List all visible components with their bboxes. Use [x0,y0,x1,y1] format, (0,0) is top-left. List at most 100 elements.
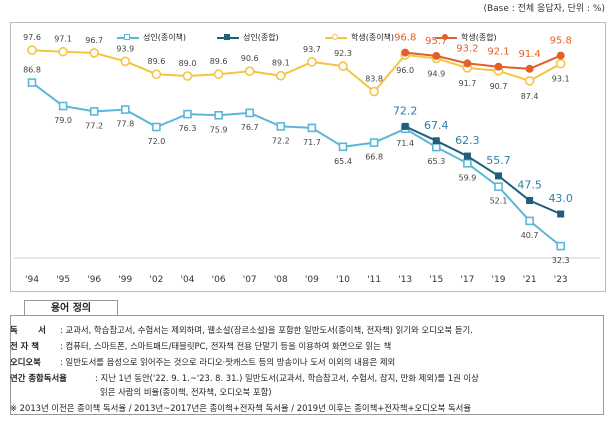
data-point-student_paper [275,70,286,81]
data-label-student_paper: 90.6 [241,54,259,63]
data-label-student_paper: 93.7 [303,45,321,54]
data-label-adult_total: 43.0 [548,192,573,205]
data-point-adult_paper [152,122,161,132]
data-point-adult_paper [121,105,130,114]
data-label-student_paper: 96.7 [85,36,103,45]
data-label-adult_paper: 66.8 [365,153,383,162]
glossary-box [10,315,604,415]
data-label-adult_paper: 32.3 [552,256,570,265]
glossary-term: 연간 종합독서율 [10,373,67,383]
x-tick-label: '19 [492,275,506,285]
data-point-student_paper [555,58,566,69]
legend-swatch-adult-paper [117,33,139,43]
data-label-student_paper: 89.6 [210,57,228,66]
data-label-adult_paper: 72.0 [147,137,165,146]
legend-swatch-adult-total [217,33,239,43]
glossary-text: : 지난 1년 동안('22. 9. 1.~'23. 8. 31.) 일반도서(… [95,373,479,383]
x-tick-label: '15 [429,275,443,285]
data-point-adult_total [557,210,565,218]
legend-swatch-student-total [435,33,457,43]
legend-item-adult-total: 성인(종합) [217,32,279,43]
data-point-student_paper [338,61,348,71]
glossary-row-annual-rate-cont: 읽은 사람의 비율(종이책, 전자책, 오디오북 포함) [100,386,272,398]
data-point-adult_paper [214,111,223,120]
data-label-student_paper: 94.9 [427,69,445,78]
x-tick-label: '09 [305,275,319,285]
data-point-student_total [556,51,565,60]
x-tick-label: '10 [336,275,350,285]
legend-item-student-total: 학생(종합) [435,32,497,43]
data-point-student_paper [151,69,162,79]
data-label-adult_paper: 65.4 [334,157,352,166]
x-tick-label: '11 [367,275,381,285]
x-tick-label: '13 [398,275,412,285]
data-point-adult_paper [525,216,534,226]
data-label-adult_paper: 76.3 [179,124,197,133]
data-point-adult_paper [183,109,192,119]
data-point-adult_paper [431,142,441,152]
data-label-adult_total: 72.2 [393,104,418,117]
legend-label-adult-total: 성인(종합) [243,33,279,42]
data-label-adult_paper: 86.8 [23,66,41,75]
data-label-student_total: 96.8 [394,33,416,44]
data-point-adult_paper [369,138,379,147]
data-label-adult_paper: 77.2 [85,121,103,130]
legend-swatch-student-paper [325,33,347,43]
legend-label-adult-paper: 성인(종이책) [143,33,187,42]
data-label-student_total: 92.1 [487,47,509,58]
x-tick-label: '04 [181,275,195,285]
x-tick-label: '17 [460,275,474,285]
data-label-student_paper: 87.4 [521,92,539,101]
data-point-adult_paper [27,78,37,87]
legend-label-student-paper: 학생(종이책) [351,33,395,42]
glossary-term: 전 자 책 [10,341,39,351]
data-point-student_paper [182,71,193,81]
data-point-adult_paper [307,123,317,133]
data-label-student_paper: 91.7 [458,79,476,88]
data-point-student_paper [58,46,68,57]
glossary-term: 독 서 [10,325,46,335]
data-point-adult_total [495,172,502,180]
data-point-student_paper [369,86,379,97]
glossary-term: 오디오북 [10,357,41,367]
data-label-adult_paper: 52.1 [490,197,508,206]
data-label-adult_total: 62.3 [455,134,480,147]
data-label-adult_paper: 75.9 [210,125,228,134]
glossary-row-note: ※ 2013년 이전은 종이책 독서율 / 2013년~2017년은 종이책+전… [10,402,471,414]
data-label-adult_paper: 65.3 [427,157,445,166]
data-label-adult_paper: 71.7 [303,138,321,147]
x-tick-label: '07 [243,275,257,285]
glossary-row-ebook: 전 자 책: 컴퓨터, 스마트폰, 스마트패드/태블릿PC, 전자책 전용 단말… [10,340,391,352]
data-label-student_paper: 97.1 [54,35,72,44]
data-point-student_paper [89,48,99,58]
glossary-row-reading: 독 서: 교과서, 학습참고서, 수험서는 제외하며, 웹소설(장르소설)을 포… [10,324,473,336]
data-label-adult_paper: 76.7 [241,123,259,132]
legend-item-adult-paper: 성인(종이책) [117,32,186,43]
glossary-note: ※ 2013년 이전은 종이책 독서율 / 2013년~2017년은 종이책+전… [10,403,472,413]
data-point-student_total [494,62,503,71]
data-label-student_total: 95.7 [425,36,447,47]
data-label-adult_total: 67.4 [424,119,449,132]
x-tick-label: '08 [274,275,288,285]
data-label-student_paper: 89.0 [179,59,197,68]
glossary-row-audiobook: 오디오북: 일반도서를 음성으로 읽어주는 것으로 라디오·팟캐스트 등의 방송… [10,356,395,368]
data-point-adult_total [432,137,440,145]
data-label-adult_paper: 79.0 [54,116,72,125]
reading-rate-line-chart: '94 '95 '96 '99 '02 '04 '06 '07 '08 '09 '10 '11 '13 '… [14,33,600,285]
data-label-student_paper: 93.9 [116,44,134,53]
legend-item-student-paper: 학생(종이책) [325,32,394,43]
glossary-text: 읽은 사람의 비율(종이책, 전자책, 오디오북 포함) [100,387,272,397]
data-label-student_paper: 90.7 [490,82,508,91]
series-line-student_paper [31,49,562,93]
x-tick-label: '96 [87,275,101,285]
data-point-student_total [525,64,534,73]
data-label-student_paper: 96.0 [396,66,414,75]
x-tick-label: '95 [56,275,70,285]
data-label-student_paper: 97.6 [23,33,41,42]
glossary-title: 용어 정의 [24,300,118,316]
legend-label-student-total: 학생(종합) [461,33,497,42]
data-label-student_paper: 93.1 [552,75,570,84]
data-point-adult_paper [58,101,68,111]
data-point-student_paper [213,69,224,79]
x-tick-label: '23 [554,275,568,285]
